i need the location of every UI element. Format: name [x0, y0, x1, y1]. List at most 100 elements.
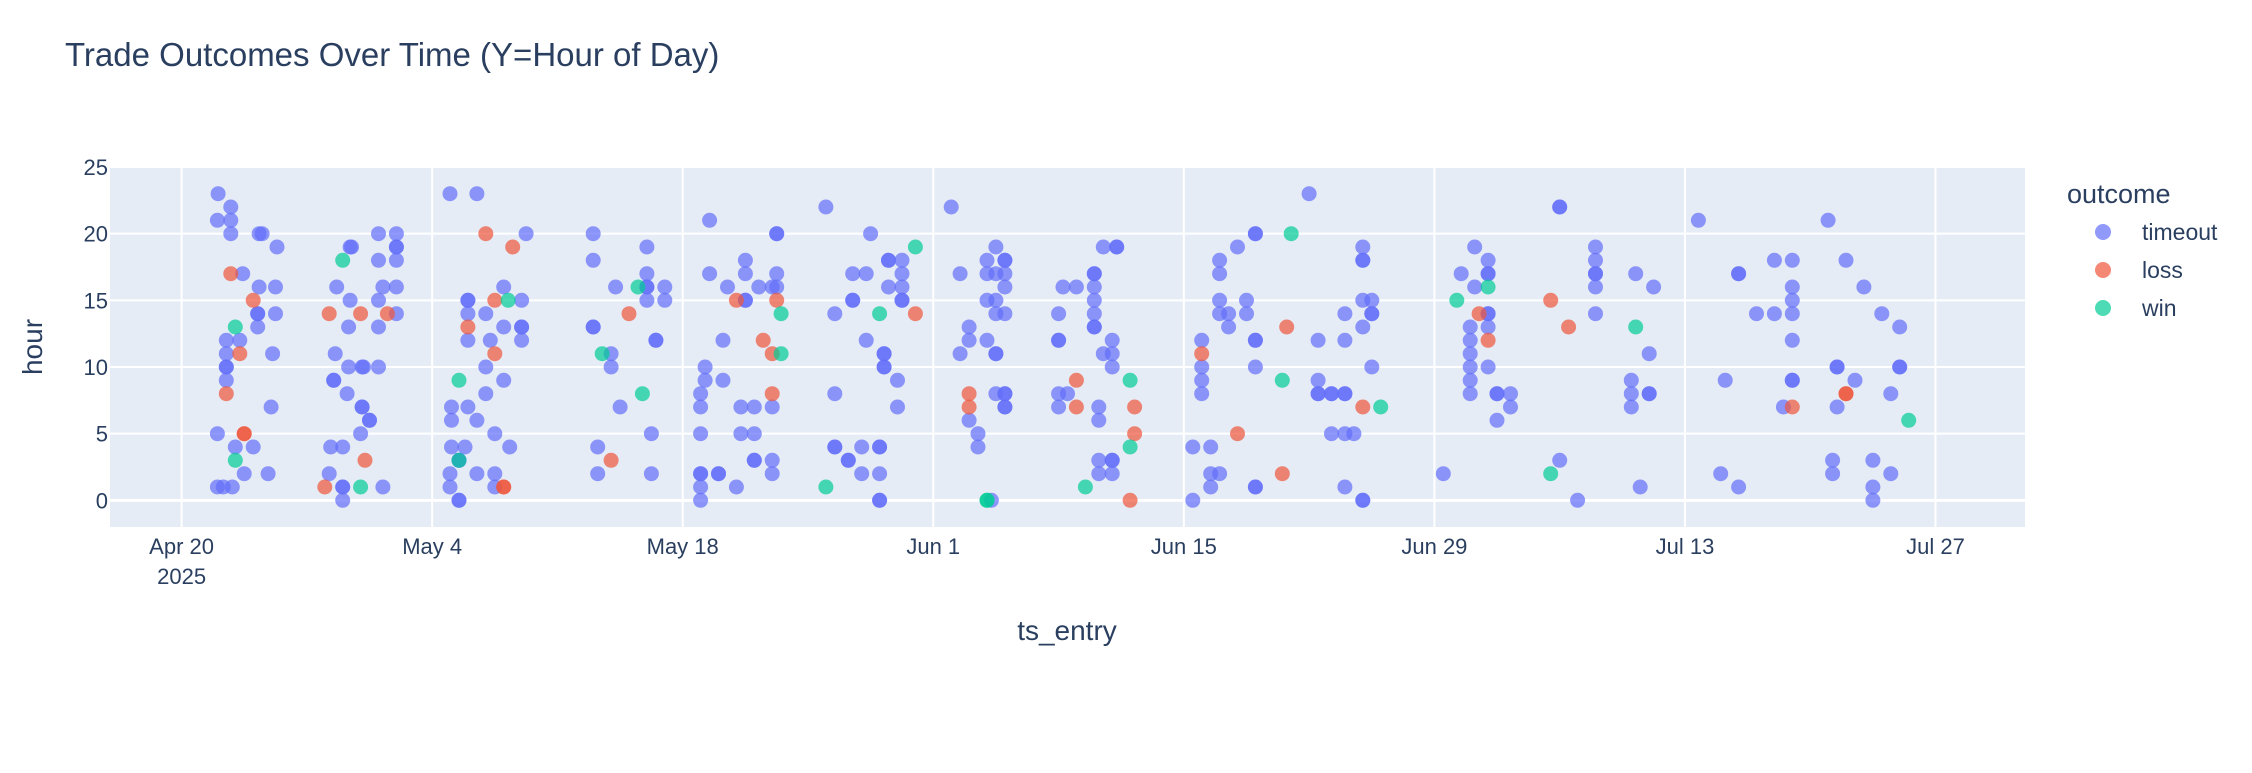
data-point-timeout: [827, 386, 843, 402]
data-point-timeout: [854, 439, 870, 455]
data-point-loss: [1471, 306, 1487, 322]
data-point-timeout: [1690, 212, 1706, 228]
legend-marker-loss: [2095, 262, 2111, 278]
data-point-win: [500, 292, 516, 308]
data-point-timeout: [265, 346, 281, 362]
data-point-timeout: [1489, 412, 1505, 428]
data-point-timeout: [657, 279, 673, 295]
data-point-timeout: [329, 279, 345, 295]
data-point-timeout: [1713, 466, 1729, 482]
data-point-timeout: [1095, 239, 1111, 255]
data-point-timeout: [769, 266, 785, 282]
data-point-timeout: [988, 346, 1004, 362]
data-point-timeout: [388, 252, 404, 268]
data-point-timeout: [444, 412, 459, 428]
data-point-win: [1274, 372, 1290, 388]
plot-area: [110, 167, 2025, 527]
data-point-timeout: [209, 212, 225, 228]
data-point-timeout: [737, 266, 753, 282]
data-point-timeout: [881, 279, 896, 295]
data-point-timeout: [1784, 332, 1800, 348]
data-point-timeout: [961, 412, 977, 428]
series-timeout: [209, 186, 1908, 508]
data-point-loss: [764, 386, 780, 402]
data-point-timeout: [1068, 279, 1084, 295]
data-point-win: [227, 452, 243, 468]
data-point-timeout: [388, 279, 404, 295]
data-point-timeout: [751, 279, 767, 295]
data-point-timeout: [1310, 386, 1326, 402]
data-point-loss: [755, 332, 771, 348]
data-point-timeout: [988, 292, 1004, 308]
data-point-timeout: [1091, 452, 1107, 468]
data-point-timeout: [639, 239, 655, 255]
data-point-timeout: [693, 386, 709, 402]
data-point-loss: [1274, 466, 1290, 482]
data-point-timeout: [224, 479, 240, 495]
data-point-win: [630, 279, 646, 295]
data-point-timeout: [327, 346, 343, 362]
data-point-timeout: [590, 466, 606, 482]
data-point-timeout: [260, 466, 276, 482]
data-point-timeout: [1194, 359, 1210, 375]
legend-label-loss: loss: [2142, 257, 2183, 283]
data-point-timeout: [442, 479, 458, 495]
x-tick-label: Apr 20: [149, 534, 214, 559]
data-point-timeout: [997, 386, 1013, 402]
data-point-timeout: [997, 399, 1013, 415]
data-point-timeout: [840, 452, 856, 468]
data-point-timeout: [356, 359, 371, 375]
data-point-timeout: [1462, 319, 1478, 335]
data-point-timeout: [1588, 239, 1603, 255]
data-point-timeout: [1230, 239, 1245, 255]
data-point-timeout: [863, 226, 879, 242]
data-point-timeout: [478, 359, 494, 375]
data-point-timeout: [1462, 332, 1478, 348]
data-point-timeout: [209, 426, 225, 442]
data-point-timeout: [643, 466, 659, 482]
data-point-win: [907, 239, 923, 255]
data-point-timeout: [890, 399, 905, 415]
data-point-timeout: [1865, 452, 1881, 468]
data-point-timeout: [335, 492, 351, 508]
data-point-timeout: [218, 332, 234, 348]
data-point-timeout: [1086, 319, 1102, 335]
data-point-timeout: [371, 252, 386, 268]
data-point-timeout: [335, 479, 351, 495]
data-point-timeout: [354, 399, 370, 415]
data-point-timeout: [1825, 466, 1841, 482]
data-point-loss: [460, 319, 476, 335]
data-point-loss: [1230, 426, 1245, 442]
data-point-timeout: [827, 306, 843, 322]
y-tick-label: 25: [84, 155, 108, 180]
data-point-timeout: [210, 186, 226, 202]
data-point-timeout: [227, 439, 243, 455]
data-point-timeout: [764, 466, 780, 482]
x-axis-title: ts_entry: [1017, 615, 1117, 646]
data-point-timeout: [1247, 479, 1263, 495]
data-point-loss: [496, 479, 512, 495]
data-point-timeout: [502, 439, 518, 455]
data-point-loss: [1355, 399, 1371, 415]
data-point-timeout: [1239, 306, 1254, 322]
data-point-win: [1283, 226, 1299, 242]
data-point-timeout: [997, 306, 1013, 322]
data-point-timeout: [1185, 439, 1201, 455]
data-point-timeout: [223, 226, 239, 242]
data-point-win: [1449, 292, 1465, 308]
data-point-timeout: [1194, 372, 1210, 388]
data-point-timeout: [858, 332, 874, 348]
data-point-timeout: [1552, 452, 1568, 468]
data-point-timeout: [1453, 266, 1469, 282]
data-point-loss: [728, 292, 744, 308]
data-point-timeout: [952, 346, 968, 362]
data-point-timeout: [979, 332, 995, 348]
chart-title: Trade Outcomes Over Time (Y=Hour of Day): [65, 36, 719, 73]
data-point-timeout: [1346, 426, 1362, 442]
data-point-timeout: [693, 492, 709, 508]
data-point-timeout: [728, 479, 744, 495]
data-point-timeout: [1628, 266, 1644, 282]
data-point-loss: [357, 452, 373, 468]
data-point-timeout: [460, 399, 476, 415]
